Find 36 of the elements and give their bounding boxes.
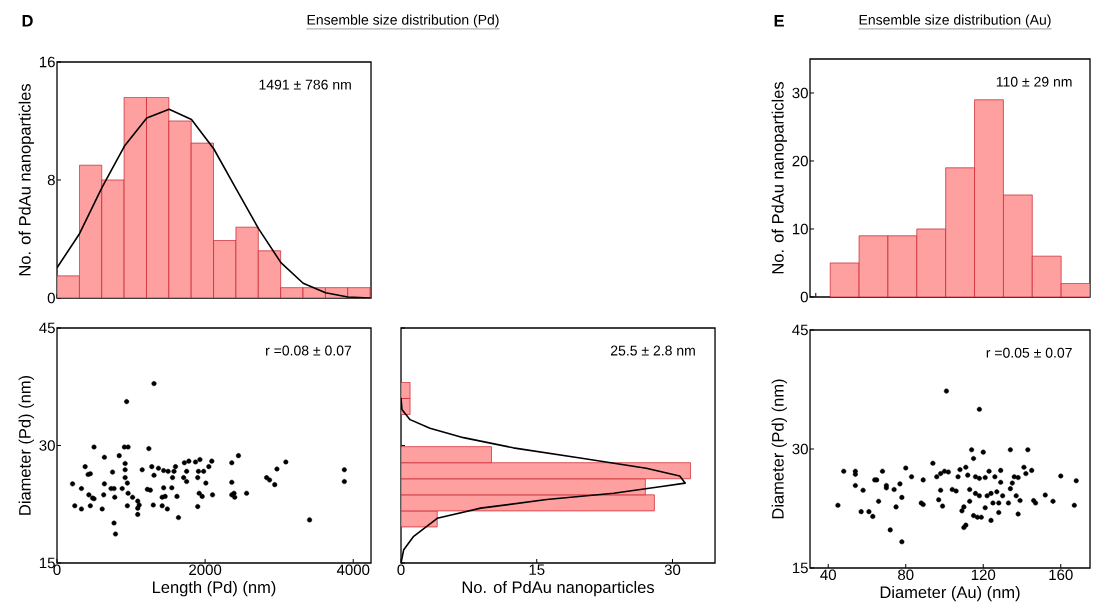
text: Ensemble size distribution (Pd) [307, 14, 499, 28]
x-tick-label: 15 [529, 564, 545, 575]
annotation: 1491 ± 786 nm [259, 79, 351, 90]
y-axis-title: Diameter (Pd) (nm) [771, 379, 787, 519]
x-tick-label: 4000 [336, 564, 370, 576]
y-tick-label: 45 [792, 324, 808, 336]
x-axis-title: Length (Pd) (nm) [153, 580, 276, 597]
x-axis-title: Diameter (Au) (nm) [880, 585, 1020, 602]
x-tick-label: 160 [1049, 569, 1073, 581]
x-tick-label: 0 [397, 564, 405, 576]
y-tick-label: 30 [792, 87, 808, 99]
x-axis-title: No. of PdAu nanoparticles [462, 580, 654, 597]
y-axis-title: Diameter (Pd) (nm) [18, 375, 34, 515]
y-axis-title: No. of PdAu nanoparticles [18, 83, 34, 276]
y-tick-label: 16 [39, 56, 55, 68]
y-tick-label: 10 [792, 223, 808, 235]
y-tick-label: 30 [792, 443, 808, 455]
text: E [774, 15, 784, 27]
x-tick-label: 120 [971, 569, 996, 581]
x-tick-label: 30 [664, 564, 681, 576]
text: D [22, 15, 33, 27]
annotation: 25.5 ± 2.8 nm [610, 345, 695, 356]
y-tick-label: 30 [39, 440, 55, 451]
y-tick-label: 20 [792, 155, 808, 167]
annotation: r =0.08 ± 0.07 [266, 345, 352, 356]
y-tick-label: 0 [47, 292, 55, 304]
annotation: r =0.05 ± 0.07 [986, 347, 1072, 358]
annotation: 110 ± 29 nm [996, 76, 1072, 87]
y-tick-label: 45 [39, 322, 55, 334]
y-axis-title: No. of PdAu nanoparticles [771, 82, 787, 274]
y-tick-label: 0 [800, 291, 808, 303]
chart-title: Ensemble size distribution (Au) [859, 14, 1051, 28]
x-tick-label: 80 [898, 569, 914, 581]
x-tick-label: 2000 [189, 564, 222, 576]
x-tick-label: 40 [820, 569, 836, 581]
y-tick-label: 8 [47, 174, 55, 186]
